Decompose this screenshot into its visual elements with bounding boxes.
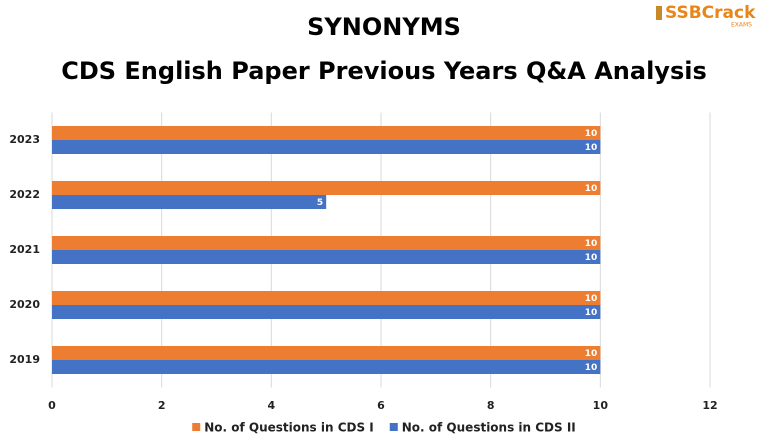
x-tick-label: 4 <box>268 399 276 412</box>
y-tick-label: 2023 <box>9 133 40 146</box>
y-tick-label: 2020 <box>9 298 40 311</box>
legend-swatch <box>389 423 398 431</box>
logo-icon <box>656 6 662 20</box>
bar <box>52 360 601 374</box>
bar <box>52 250 601 264</box>
bar <box>52 181 601 195</box>
legend-swatch <box>192 423 201 431</box>
y-tick-label: 2022 <box>9 188 40 201</box>
x-tick-label: 2 <box>158 399 166 412</box>
chart-title: SYNONYMS <box>307 13 461 41</box>
chart-subtitle: CDS English Paper Previous Years Q&A Ana… <box>61 57 707 85</box>
logo-subtext: EXAMS <box>731 22 752 29</box>
bar <box>52 140 601 154</box>
value-label: 5 <box>317 198 323 208</box>
x-tick-label: 0 <box>48 399 56 412</box>
value-label: 10 <box>585 349 598 359</box>
value-label: 10 <box>585 308 598 318</box>
legend-label: No. of Questions in CDS II <box>402 421 576 435</box>
value-label: 10 <box>585 184 598 194</box>
legend-label: No. of Questions in CDS I <box>204 421 374 435</box>
x-tick-label: 12 <box>702 399 717 412</box>
value-label: 10 <box>585 143 598 153</box>
x-tick-label: 10 <box>593 399 609 412</box>
y-tick-label: 2019 <box>9 353 40 366</box>
bar <box>52 195 327 209</box>
bar <box>52 346 601 360</box>
value-label: 10 <box>585 363 598 373</box>
x-tick-label: 6 <box>377 399 385 412</box>
value-label: 10 <box>585 294 598 304</box>
bar <box>52 126 601 140</box>
bar <box>52 236 601 250</box>
y-tick-label: 2021 <box>9 243 40 256</box>
logo-text: SSBCrack <box>665 3 756 23</box>
x-tick-label: 8 <box>487 399 495 412</box>
value-label: 10 <box>585 253 598 263</box>
bar <box>52 291 601 305</box>
value-label: 10 <box>585 239 598 249</box>
value-label: 10 <box>585 129 598 139</box>
bar <box>52 305 601 319</box>
